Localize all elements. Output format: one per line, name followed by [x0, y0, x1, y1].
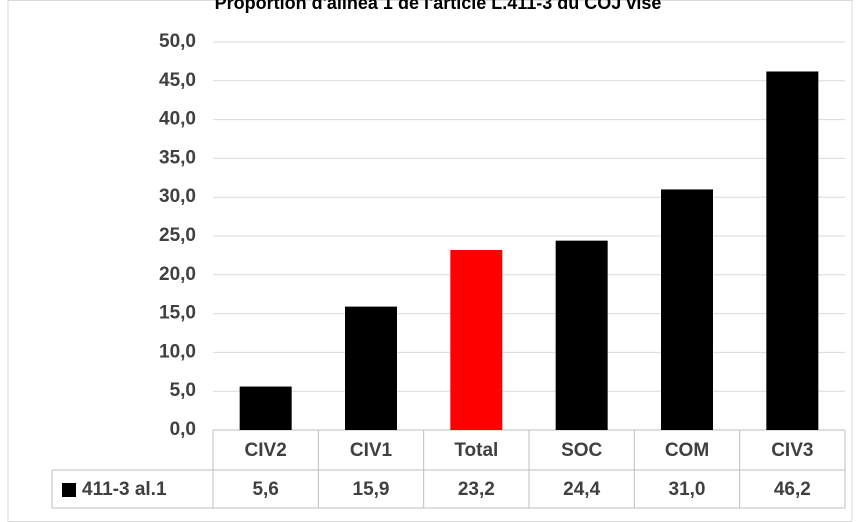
legend-key [62, 483, 76, 497]
data-table-value: 15,9 [353, 479, 390, 500]
x-tick-label: COM [665, 440, 709, 461]
x-tick-label: SOC [561, 440, 602, 461]
data-table-value: 23,2 [458, 479, 495, 500]
data-table-value: 24,4 [563, 479, 600, 500]
y-tick-label: 30,0 [159, 186, 196, 207]
bar [661, 189, 713, 430]
chart-title: Proportion d'alinéa 1 de l'article L.411… [215, 0, 662, 13]
x-tick-label: CIV3 [771, 440, 813, 461]
bar [555, 240, 608, 430]
legend-label: 411-3 al.1 [82, 479, 167, 500]
x-tick-label: CIV2 [245, 440, 287, 461]
bar [766, 71, 819, 430]
data-table-value: 5,6 [252, 479, 278, 500]
y-tick-label: 25,0 [159, 225, 196, 246]
bar [345, 306, 397, 430]
y-tick-label: 10,0 [159, 341, 196, 362]
x-tick-label: CIV1 [350, 440, 393, 461]
data-table-value: 46,2 [774, 479, 811, 500]
y-tick-label: 45,0 [159, 70, 196, 91]
bar [450, 249, 503, 430]
y-tick-label: 20,0 [159, 264, 196, 285]
y-tick-label: 5,0 [170, 380, 196, 401]
y-tick-label: 0,0 [170, 419, 196, 440]
y-tick-label: 50,0 [159, 31, 196, 52]
chart-border [7, 0, 853, 522]
x-tick-label: Total [454, 440, 498, 461]
bar [239, 386, 292, 430]
data-table-value: 31,0 [669, 479, 706, 500]
y-tick-label: 40,0 [159, 109, 196, 130]
y-tick-label: 15,0 [159, 303, 196, 324]
y-tick-label: 35,0 [159, 147, 196, 168]
